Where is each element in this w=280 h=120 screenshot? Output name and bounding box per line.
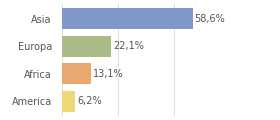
Text: 22,1%: 22,1% — [113, 41, 144, 51]
Text: 6,2%: 6,2% — [77, 96, 102, 106]
Bar — [62, 36, 111, 57]
Text: 58,6%: 58,6% — [195, 14, 225, 24]
Bar — [62, 91, 76, 112]
Text: 13,1%: 13,1% — [93, 69, 123, 79]
Bar — [62, 63, 91, 84]
Bar — [62, 8, 193, 29]
